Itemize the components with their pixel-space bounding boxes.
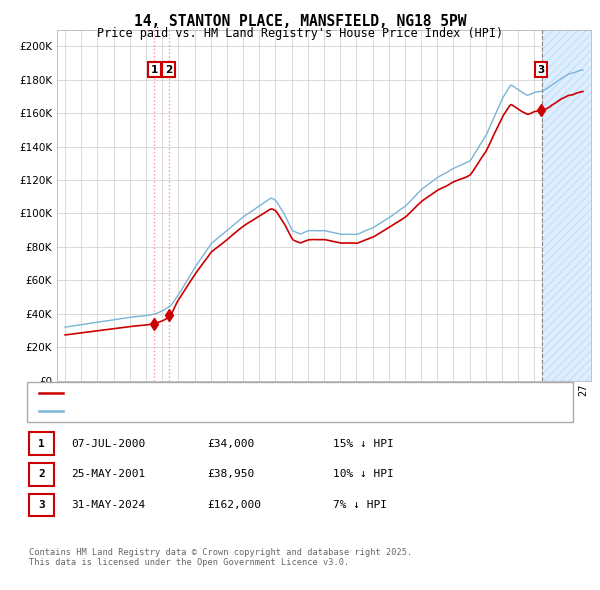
Text: Contains HM Land Registry data © Crown copyright and database right 2025.
This d: Contains HM Land Registry data © Crown c… — [29, 548, 412, 567]
Text: 1: 1 — [151, 65, 158, 75]
Text: 2: 2 — [165, 65, 172, 75]
Text: 14, STANTON PLACE, MANSFIELD, NG18 5PW: 14, STANTON PLACE, MANSFIELD, NG18 5PW — [134, 14, 466, 28]
Text: 10% ↓ HPI: 10% ↓ HPI — [333, 470, 394, 479]
Bar — [542, 30, 600, 381]
Text: £162,000: £162,000 — [207, 500, 261, 510]
Text: £34,000: £34,000 — [207, 439, 254, 448]
Text: 2: 2 — [38, 470, 45, 479]
Text: 14, STANTON PLACE, MANSFIELD, NG18 5PW (semi-detached house): 14, STANTON PLACE, MANSFIELD, NG18 5PW (… — [68, 388, 428, 398]
Text: Price paid vs. HM Land Registry's House Price Index (HPI): Price paid vs. HM Land Registry's House … — [97, 27, 503, 40]
Text: 25-MAY-2001: 25-MAY-2001 — [71, 470, 145, 479]
Text: 31-MAY-2024: 31-MAY-2024 — [71, 500, 145, 510]
Bar — [542, 30, 600, 381]
Text: 3: 3 — [538, 65, 545, 75]
Text: 1: 1 — [38, 439, 45, 448]
Text: HPI: Average price, semi-detached house, Mansfield: HPI: Average price, semi-detached house,… — [68, 405, 368, 415]
Text: 15% ↓ HPI: 15% ↓ HPI — [333, 439, 394, 448]
Text: 7% ↓ HPI: 7% ↓ HPI — [333, 500, 387, 510]
Text: 07-JUL-2000: 07-JUL-2000 — [71, 439, 145, 448]
Text: £38,950: £38,950 — [207, 470, 254, 479]
Text: 3: 3 — [38, 500, 45, 510]
